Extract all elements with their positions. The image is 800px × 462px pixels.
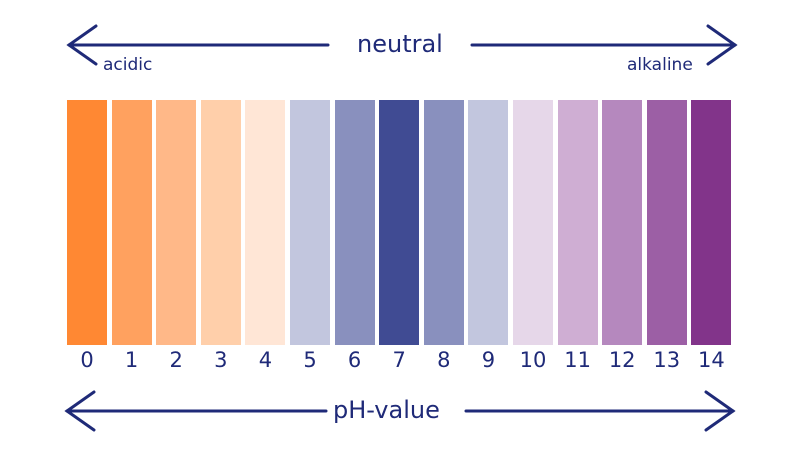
right-arrow-bottom	[464, 390, 736, 432]
ph-bar-13	[646, 100, 687, 345]
ph-bar-10	[513, 100, 553, 345]
ph-tick-label: 0	[80, 348, 94, 372]
ph-tick-label: 2	[169, 348, 183, 372]
ph-bar-0	[67, 100, 107, 345]
ph-tick-label: 3	[214, 348, 228, 372]
ph-tick-label: 7	[392, 348, 406, 372]
ph-bar-14	[691, 100, 732, 345]
right-arrow-top	[470, 24, 738, 66]
ph-tick-label: 4	[258, 348, 273, 372]
ph-bar-12	[602, 100, 643, 345]
left-arrow-bottom	[64, 390, 328, 432]
ph-tick-label: 8	[437, 348, 451, 372]
neutral-label: neutral	[357, 30, 443, 58]
alkaline-label: alkaline	[627, 55, 693, 75]
ph-bar-2	[156, 100, 197, 345]
ph-tick-label: 10	[519, 348, 547, 372]
ph-bar-9	[468, 100, 509, 345]
ph-tick-label: 6	[347, 348, 362, 372]
ph-tick-label: 11	[564, 348, 591, 372]
ph-bar-11	[557, 100, 598, 345]
acidic-label: acidic	[103, 55, 153, 75]
ph-tick-label: 5	[303, 348, 317, 372]
ph-bar-3	[200, 100, 241, 345]
ph-bar-7	[379, 100, 420, 345]
ph-tick-label: 14	[698, 348, 725, 372]
ph-bar-4	[245, 100, 286, 345]
ph-tick-label: 9	[481, 348, 496, 372]
ph-bar-1	[111, 100, 152, 345]
ph-bar-5	[290, 100, 330, 345]
ph-tick-label: 13	[653, 348, 681, 372]
ph-bar-8	[423, 100, 464, 345]
ph-value-label: pH-value	[333, 396, 440, 424]
ph-bar-6	[334, 100, 375, 345]
ph-tick-label: 1	[124, 348, 139, 372]
left-arrow-top	[66, 24, 330, 66]
ph-tick-label: 12	[608, 348, 636, 372]
